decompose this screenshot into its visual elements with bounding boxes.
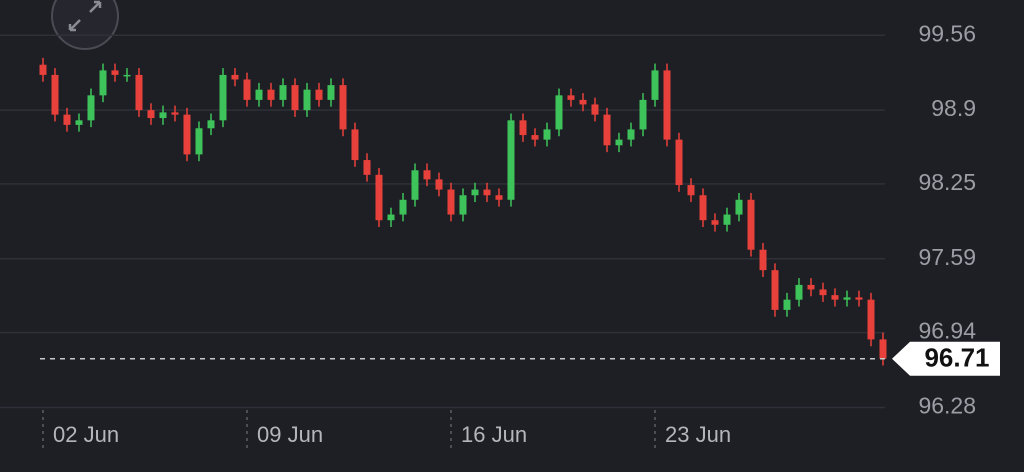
candle-body — [603, 114, 611, 146]
candle-body — [411, 170, 419, 200]
candle-body — [627, 129, 635, 140]
candle-body — [867, 299, 875, 340]
candle-body — [87, 95, 95, 121]
y-tick-label: 98.25 — [918, 169, 976, 195]
candle-body — [615, 139, 623, 146]
candle-body — [759, 249, 767, 271]
y-tick-label: 98.9 — [931, 95, 976, 121]
candle-body — [159, 112, 167, 119]
candle-body — [519, 120, 527, 136]
candle-body — [279, 85, 287, 100]
candle-body — [651, 70, 659, 100]
candle-body — [387, 214, 395, 221]
candle-body — [399, 199, 407, 215]
candle-body — [711, 220, 719, 225]
candle-body — [135, 74, 143, 111]
candle-body — [483, 189, 491, 196]
candle-body — [831, 295, 839, 300]
y-tick-label: 97.59 — [918, 244, 976, 270]
candle-body — [267, 89, 275, 100]
y-tick-label: 96.94 — [918, 318, 976, 344]
candle-body — [231, 74, 239, 80]
candle-body — [63, 114, 71, 125]
candle-body — [507, 120, 515, 200]
candle-body — [723, 214, 731, 225]
candle-body — [171, 112, 179, 115]
candle-body — [735, 199, 743, 215]
candle-body — [747, 199, 755, 250]
candle-body — [291, 85, 299, 111]
candle-body — [555, 95, 563, 130]
candle-body — [303, 89, 311, 111]
candle-body — [459, 195, 467, 215]
candle-body — [819, 289, 827, 296]
last-price-label: 96.71 — [924, 343, 989, 373]
y-tick-label: 96.28 — [918, 393, 976, 419]
candle-body — [795, 284, 803, 300]
expand-circle[interactable] — [51, 0, 119, 50]
candle-body — [351, 129, 359, 161]
x-tick-label: 02 Jun — [53, 422, 119, 447]
candle-body — [495, 195, 503, 200]
candle-body — [699, 195, 707, 221]
candle-body — [219, 74, 227, 121]
candle-body — [663, 70, 671, 140]
candle-body — [243, 79, 251, 100]
candle-body — [255, 89, 263, 100]
last-price-box — [892, 341, 1000, 376]
candle-body — [99, 70, 107, 96]
y-tick-label: 99.56 — [918, 20, 976, 46]
candle-body — [543, 129, 551, 140]
candle-body — [423, 170, 431, 180]
candle-body — [435, 179, 443, 190]
candle-body — [51, 74, 59, 115]
expand-button[interactable] — [51, 0, 119, 50]
candle-body — [39, 64, 47, 75]
candle-body — [123, 74, 131, 77]
candle-body — [195, 128, 203, 155]
candle-body — [471, 189, 479, 196]
candle-body — [807, 284, 815, 290]
candle-body — [75, 120, 83, 125]
candle-body — [855, 297, 863, 300]
candle-body — [639, 99, 647, 130]
x-tick-label: 16 Jun — [461, 422, 527, 447]
candle-body — [315, 89, 323, 100]
candle-body — [447, 189, 455, 215]
candle-body — [579, 99, 587, 105]
x-tick-label: 23 Jun — [665, 422, 731, 447]
candle-body — [375, 174, 383, 221]
candle-body — [843, 297, 851, 300]
expand-icon[interactable] — [68, 0, 102, 32]
candle-body — [879, 339, 887, 359]
candle-body — [783, 299, 791, 310]
candle-body — [183, 114, 191, 155]
candle-body — [147, 110, 155, 119]
candle-body — [363, 160, 371, 175]
candle-body — [327, 85, 335, 100]
candle-body — [531, 135, 539, 140]
candle-body — [339, 85, 347, 130]
candle-body — [207, 120, 215, 129]
candle-body — [591, 104, 599, 115]
candle-body — [771, 270, 779, 310]
candle-body — [111, 70, 119, 75]
candle-body — [675, 139, 683, 186]
candle-body — [687, 185, 695, 196]
x-tick-label: 09 Jun — [257, 422, 323, 447]
candle-body — [567, 95, 575, 100]
